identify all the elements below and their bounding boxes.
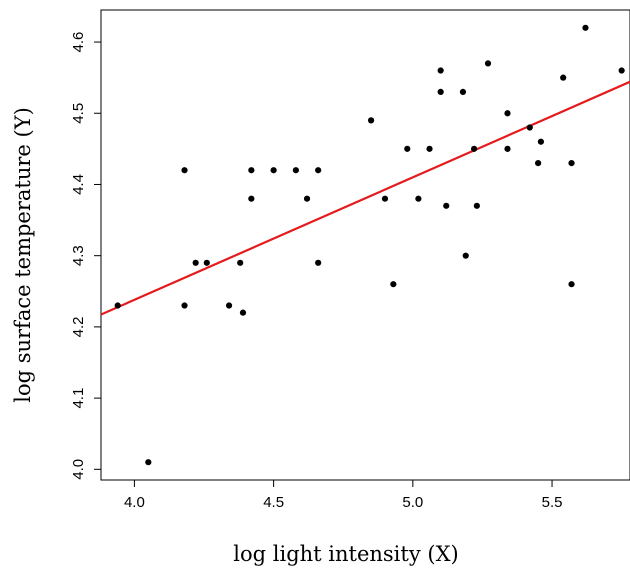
data-point [415,195,422,202]
data-point [114,302,121,309]
y-tick-label: 4.0 [70,459,87,480]
data-point [437,67,444,74]
data-point [526,124,533,131]
data-point [473,202,480,209]
y-tick-label: 4.1 [70,388,87,409]
data-point [145,459,152,466]
data-point [192,259,199,266]
data-point [504,110,511,117]
x-axis-title: log light intensity (X) [233,542,458,566]
x-tick-label: 5.0 [402,494,423,511]
data-points [114,24,625,466]
data-point [315,259,322,266]
data-point [203,259,210,266]
data-point [248,195,255,202]
y-axis: 4.0 4.1 4.2 4.3 4.4 4.5 4.6 [70,32,101,480]
y-tick-label: 4.2 [70,316,87,337]
data-point [426,145,433,152]
data-point [181,302,188,309]
y-tick-label: 4.5 [70,103,87,124]
data-point [535,160,542,167]
data-point [270,167,277,174]
regression-line-group [101,80,630,316]
y-tick-label: 4.6 [70,32,87,53]
x-tick-label: 4.5 [263,494,284,511]
data-point [367,117,375,124]
data-point [618,67,625,74]
data-point [568,160,575,167]
data-point [292,167,299,174]
x-tick-label: 5.5 [542,494,563,511]
data-point [390,281,397,288]
x-tick-label: 4.0 [124,494,145,511]
data-point [459,88,467,95]
data-point [239,309,247,316]
data-point [470,145,478,152]
y-axis-title: log surface temperature (Y) [11,107,35,403]
data-point [315,167,322,174]
data-point [504,145,511,152]
regression-line [101,80,630,316]
data-point [582,24,589,31]
data-point [560,74,567,81]
data-point [437,88,444,95]
data-point [568,281,575,288]
data-point [537,138,545,145]
data-point [225,302,233,309]
data-point [381,195,389,202]
x-axis: 4.0 4.5 5.0 5.5 [124,480,562,511]
data-point [181,167,188,174]
data-point [462,252,469,259]
data-point [404,145,411,152]
data-point [484,60,492,67]
data-point [237,259,244,266]
data-point [248,167,255,174]
plot-frame [100,9,630,481]
data-point [443,202,450,209]
data-point [303,195,311,202]
y-tick-label: 4.3 [70,245,87,266]
y-tick-label: 4.4 [70,174,87,195]
